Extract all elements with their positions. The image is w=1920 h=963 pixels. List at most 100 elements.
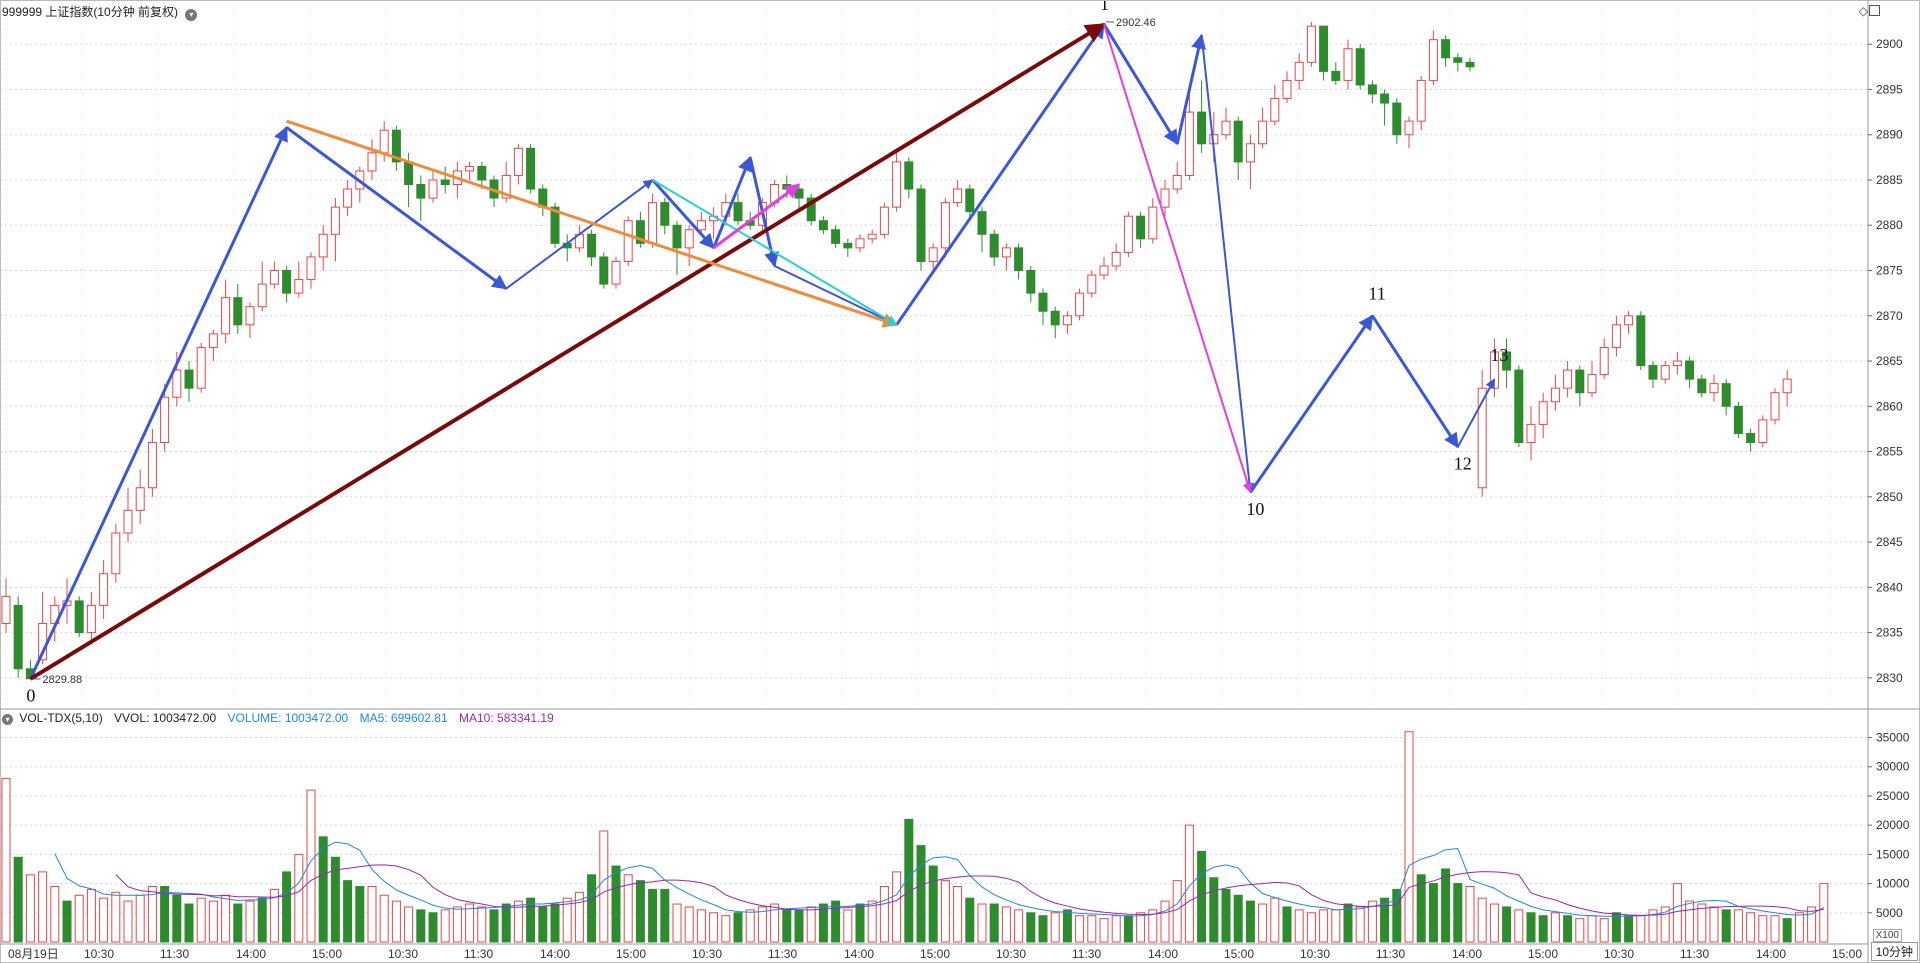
wave-segment: [505, 179, 654, 290]
candle: [1685, 356, 1695, 389]
volume-bar: [940, 880, 950, 943]
time-axis-label: 10:30: [84, 947, 114, 961]
candle-body: [123, 509, 133, 534]
wave-label: 1: [1100, 0, 1109, 14]
candle-body: [733, 202, 743, 222]
candle-body: [916, 188, 926, 262]
candle: [1758, 415, 1768, 448]
wave-label: 0: [26, 685, 35, 705]
chevron-down-icon[interactable]: ▾: [185, 9, 198, 21]
candle: [1611, 315, 1621, 357]
candle: [831, 225, 841, 248]
volume-bar: [1184, 824, 1194, 943]
candle-body: [269, 270, 279, 285]
candle-body: [1160, 188, 1170, 208]
chevron-down-icon[interactable]: ▾: [2, 714, 13, 725]
wave-segment: [29, 126, 288, 680]
volume-bar: [62, 900, 72, 943]
volume-bar: [1233, 894, 1243, 943]
chart-title: 999999 上证指数(10分钟 前复权) ▾: [2, 3, 198, 21]
candle-body: [1099, 265, 1109, 276]
volume-bar: [1709, 906, 1719, 943]
volume-bar: [611, 865, 621, 943]
wave-segment: [774, 265, 898, 326]
candle-body: [1721, 383, 1731, 407]
candle-body: [196, 346, 206, 389]
candle: [1001, 243, 1011, 271]
volume-bars[interactable]: [1, 731, 1829, 943]
wave-annotations[interactable]: 0 1 10 11 12 13 2902.46 2829.88: [26, 0, 1508, 705]
volume-bar: [184, 903, 194, 943]
price-tick-label: 2875: [1876, 264, 1903, 278]
candle-body: [855, 238, 865, 249]
candle-body: [1672, 360, 1682, 367]
price-tick-label: 2855: [1876, 445, 1903, 459]
time-axis-label: 14:00: [1756, 947, 1786, 961]
price-tick-label: 2885: [1876, 173, 1903, 187]
window-icon[interactable]: [1869, 5, 1880, 16]
candle: [465, 161, 475, 180]
candle-body: [1367, 84, 1377, 95]
volume-bar: [1282, 906, 1292, 943]
volume-bar: [1075, 915, 1085, 943]
candle: [672, 220, 682, 276]
volume-bar: [526, 897, 536, 943]
volume-bar: [38, 871, 48, 943]
volume-bar: [782, 909, 792, 943]
candle: [1233, 116, 1243, 180]
time-axis-label: 10:30: [1604, 947, 1634, 961]
diamond-icon[interactable]: ◇: [1858, 4, 1868, 18]
candle-body: [257, 283, 267, 308]
candle-body: [404, 161, 414, 186]
candle-body: [428, 179, 438, 199]
candle-body: [172, 369, 182, 398]
volume-bar: [391, 900, 401, 943]
volume-bar: [855, 903, 865, 943]
volume-bar: [1733, 909, 1743, 943]
candle-body: [1599, 346, 1609, 376]
candle: [977, 207, 987, 253]
candle-body: [1319, 25, 1329, 72]
candle-body: [184, 369, 194, 389]
candle-body: [879, 206, 889, 235]
time-axis-label: 15:00: [616, 947, 646, 961]
candlestick-series[interactable]: [1, 21, 1792, 680]
timeframe-button[interactable]: 10分钟: [1870, 942, 1918, 961]
candle-body: [1538, 401, 1548, 425]
volume-bar: [1331, 909, 1341, 943]
volume-tick-label: 15000: [1876, 847, 1910, 861]
candle: [1367, 80, 1377, 104]
candle: [1148, 198, 1158, 244]
wave-segment: [1175, 33, 1206, 145]
volume-bar: [404, 906, 414, 943]
wave-segment-cyan: [652, 179, 898, 326]
candle: [1526, 406, 1536, 461]
volume-bar: [1563, 915, 1573, 943]
candle: [160, 383, 170, 452]
volume-indicator-name: VOL-TDX(5,10): [19, 711, 103, 725]
candle: [1550, 374, 1560, 411]
candle-body: [1624, 315, 1634, 326]
volume-bar: [428, 912, 438, 943]
volume-bar: [1526, 912, 1536, 943]
volume-header: ▾ VOL-TDX(5,10) VVOL: 1003472.00 VOLUME:…: [2, 711, 562, 725]
candle-body: [74, 600, 84, 634]
candle: [416, 175, 426, 221]
candle-body: [1441, 39, 1451, 59]
candle-body: [806, 197, 816, 222]
time-axis-label: 15:00: [1832, 947, 1862, 961]
candle-body: [245, 306, 255, 326]
volume-bar: [977, 903, 987, 943]
candle-body: [160, 396, 170, 443]
candle: [1087, 270, 1097, 298]
volume-bar: [208, 900, 218, 943]
candle: [86, 591, 96, 642]
volume-bar: [538, 906, 548, 943]
volume-bar: [50, 886, 60, 943]
candle-body: [1611, 324, 1621, 348]
candle-body: [1709, 383, 1719, 394]
candle-body: [1636, 315, 1646, 367]
volume-bar: [123, 900, 133, 943]
